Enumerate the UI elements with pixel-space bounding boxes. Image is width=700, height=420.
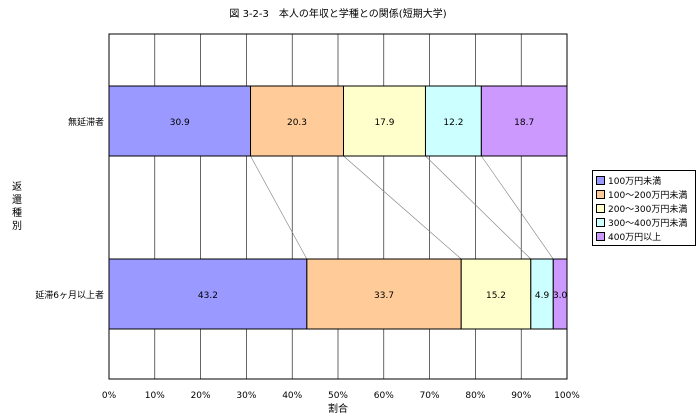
data-label: 4.9 [535,291,550,301]
y-axis-label-char: 返 [12,181,22,193]
data-label: 18.7 [514,118,534,128]
legend-label: 200～300万円未満 [608,204,688,215]
legend-label: 300～400万円未満 [608,218,688,229]
legend: 100万円未満 100～200万円未満 200～300万円未満 300～400万円未満… [592,170,696,246]
connector-line [343,155,462,260]
x-tick-label: 100% [554,391,580,401]
legend-label: 100万円未満 [608,176,662,187]
legend-item: 100～200万円未満 [593,187,695,201]
x-tick-label: 50% [328,391,348,401]
legend-swatch [596,175,605,185]
x-tick-label: 90% [511,391,531,401]
y-axis-label-char: 種 [12,206,22,219]
legend-swatch [596,231,605,241]
bar-segment [250,85,344,157]
data-label: 43.2 [198,291,218,301]
data-label: 12.2 [443,118,463,128]
data-label: 17.9 [374,118,394,128]
legend-label: 100～200万円未満 [608,190,688,201]
category-label: 無延滞者 [68,116,104,128]
data-label: 30.9 [170,118,190,128]
legend-item: 300～400万円未満 [593,215,695,229]
x-tick-label: 80% [465,391,485,401]
data-label: 33.7 [374,291,394,301]
x-tick-label: 30% [236,391,256,401]
x-tick-label: 10% [145,391,165,401]
x-tick-label: 20% [191,391,211,401]
data-label: 3.0 [553,291,568,301]
x-tick-label: 0% [102,391,117,401]
x-axis-tick-labels: 0% 10% 20% 30% 40% 50% 60% 70% 80% 90% 100% [102,391,580,401]
connector-line [481,155,554,260]
chart-title: 図 3-2-3 本人の年収と学種との関係(短期大学) [229,7,446,20]
legend-swatch [596,189,605,199]
legend-label: 400万円以上 [608,232,662,243]
legend-swatch [596,217,605,227]
bar-segment [460,258,532,330]
series-connector-lines [250,155,554,260]
bar-segment [108,258,308,330]
data-label: 20.3 [287,118,307,128]
y-axis-label-char: 還 [12,194,22,206]
bar-segment [342,85,426,157]
x-tick-label: 70% [420,391,440,401]
legend-swatch [596,203,605,213]
x-tick-label: 60% [374,391,394,401]
data-label: 15.2 [486,291,506,301]
bar-segment [480,85,568,157]
y-axis-label-char: 別 [12,220,22,232]
legend-item: 400万円以上 [593,229,695,243]
x-axis-label: 割合 [328,402,348,415]
category-label: 延滞6ヶ月以上者 [35,289,104,301]
legend-item: 200～300万円未満 [593,201,695,215]
bar-segment [108,85,252,157]
bar-segment [552,258,568,330]
connector-line [425,155,532,260]
x-tick-label: 40% [282,391,302,401]
bars: 30.9 20.3 17.9 12.2 18.7 43.2 33.7 15.2 4.9 3.0 [108,85,568,330]
connector-line [250,155,308,260]
legend-item: 100万円未満 [593,173,695,187]
